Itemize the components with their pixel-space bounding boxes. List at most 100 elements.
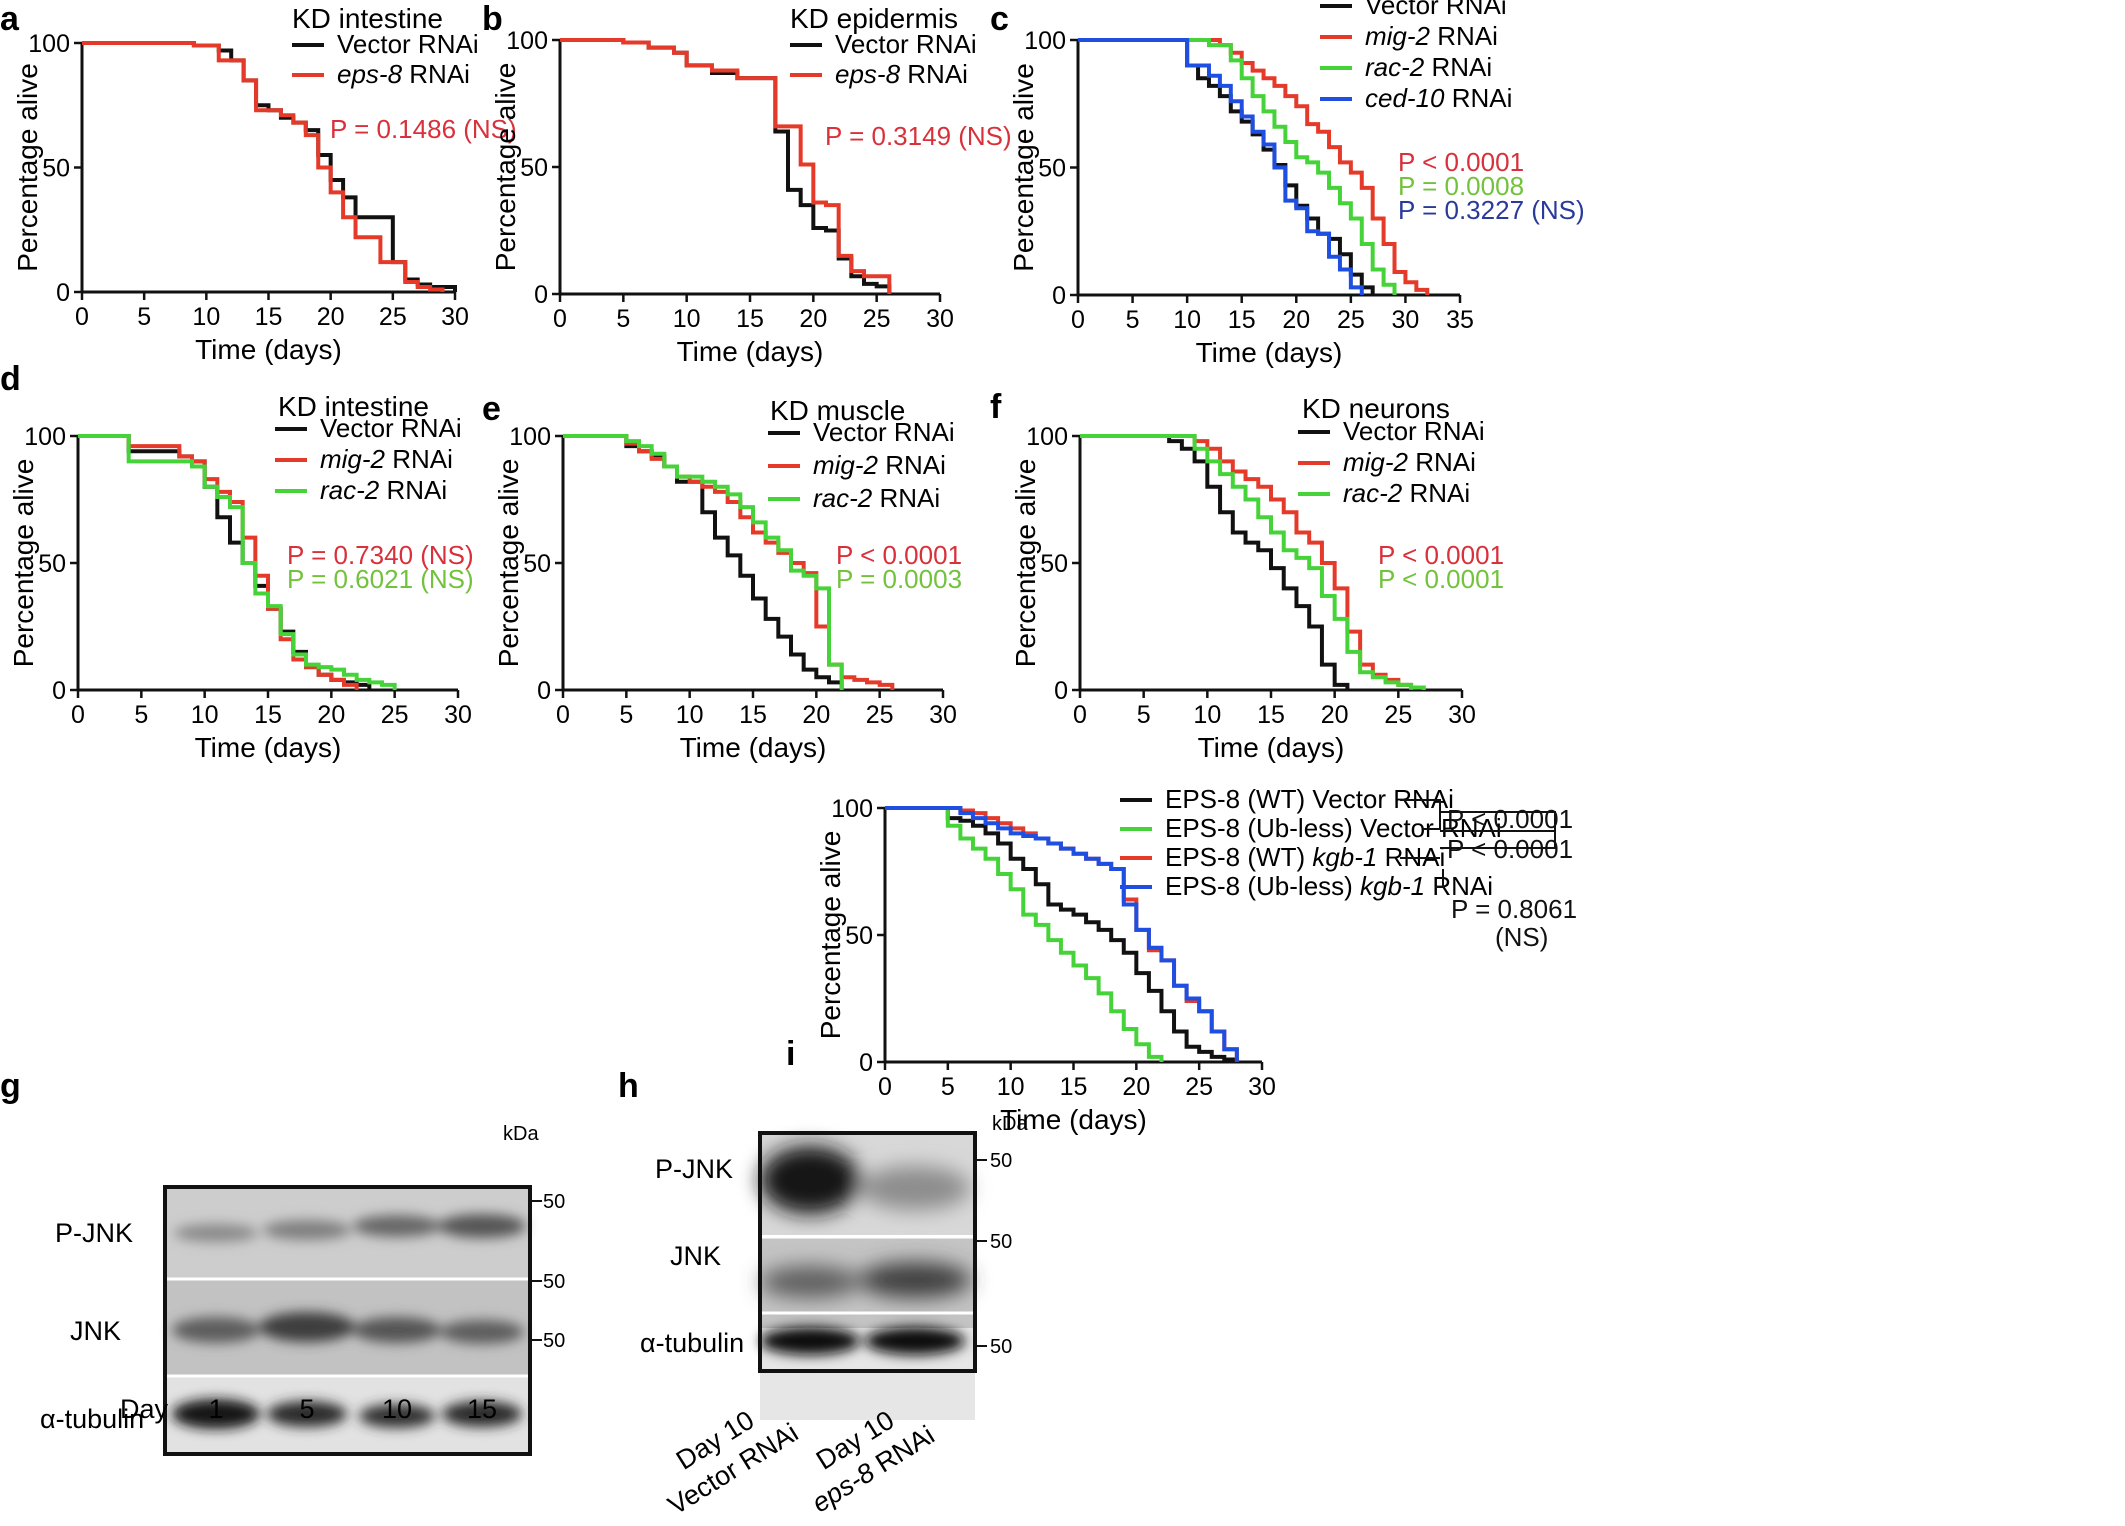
y-axis-label-i: Percentage alive: [815, 831, 846, 1040]
p-value-d: P = 0.7340 (NS): [287, 540, 474, 570]
legend-italic-i: kgb-1: [1360, 871, 1425, 901]
legend-label-d: mig-2 RNAi: [320, 444, 453, 474]
x-tick-label-e: 15: [739, 701, 767, 729]
p-value-e: P = 0.0003: [836, 564, 962, 594]
band-g-tub-1: [172, 1399, 260, 1429]
x-tick-label-a: 15: [255, 303, 283, 331]
blot-g-lane-prefix-visible: Day: [120, 1394, 169, 1424]
bracket-i-4: [1435, 869, 1444, 888]
x-tick-label-b: 15: [736, 305, 764, 333]
y-tick-label-i: 50: [845, 922, 873, 950]
panel-e-chart: e KD muscle 0 5 10 15 20 25 30 0 50 100 Time (days) P…: [482, 390, 962, 763]
blot-h-marker-3: 50: [990, 1336, 1012, 1358]
x-axis-label-c: Time (days): [1196, 337, 1343, 368]
x-tick-label-b: 10: [673, 305, 701, 333]
x-tick-label-i: 15: [1060, 1073, 1088, 1101]
panel-label-c: c: [990, 0, 1009, 38]
y-tick-label-b: 100: [506, 27, 548, 55]
legend-rest-c: RNAi: [1445, 83, 1513, 113]
y-axis-label-b: Percentage alive: [490, 63, 521, 272]
panel-i-chart: i 0 5 10 15 20 25 30 0 50 100 Time (days) Percentage…: [786, 784, 1577, 1135]
p-value-e: P < 0.0001: [836, 540, 962, 570]
x-tick-label-e: 10: [676, 701, 704, 729]
x-tick-label-a: 20: [317, 303, 345, 331]
kda-label-g: kDa: [503, 1123, 539, 1145]
x-tick-label-a: 5: [137, 303, 151, 331]
legend-rest-c: RNAi: [1424, 52, 1492, 82]
legend-rest-d: RNAi: [379, 475, 447, 505]
x-tick-label-d: 5: [134, 701, 148, 729]
legend-label-c: mig-2 RNAi: [1365, 21, 1498, 51]
x-tick-label-d: 20: [317, 701, 345, 729]
blot-g-row-jnk: JNK: [70, 1316, 121, 1346]
p-value-c: P = 0.0008: [1398, 171, 1524, 201]
x-tick-label-d: 0: [71, 701, 85, 729]
x-tick-label-e: 25: [866, 701, 894, 729]
x-tick-label-d: 15: [254, 701, 282, 729]
x-tick-label-c: 0: [1071, 306, 1085, 334]
legend-label-b: eps-8 RNAi: [835, 59, 968, 89]
x-tick-label-b: 25: [863, 305, 891, 333]
legend-label-a: Vector RNAi: [337, 29, 479, 59]
x-tick-label-a: 25: [379, 303, 407, 331]
kda-label-h: kDa: [992, 1113, 1028, 1135]
band-g-jnk-1: [172, 1317, 260, 1343]
blot-g-row-tubulin: α-tubulin: [40, 1404, 144, 1434]
x-tick-label-c: 5: [1126, 306, 1140, 334]
x-tick-label-b: 0: [553, 305, 567, 333]
band-g-pjnk-5: [263, 1220, 351, 1240]
legend-italic-f: rac-2: [1343, 478, 1403, 508]
legend-italic-d: rac-2: [320, 475, 380, 505]
chart-title-d: KD intestine: [278, 391, 429, 422]
x-tick-label-f: 15: [1257, 701, 1285, 729]
x-axis-label-b: Time (days): [677, 336, 824, 367]
legend-prefix-i: EPS-8 (Ub-less): [1165, 871, 1360, 901]
y-tick-label-c: 50: [1038, 155, 1066, 183]
legend-italic-e: mig-2: [813, 450, 879, 480]
x-axis-label-d: Time (days): [195, 732, 342, 763]
bracket-i-2: [1440, 811, 1556, 849]
band-g-tub-10: [359, 1404, 435, 1428]
band-g-jnk-15: [440, 1320, 524, 1344]
survival-curve-c-rac-2-rnai: [1078, 38, 1397, 295]
x-tick-label-e: 0: [556, 701, 570, 729]
chart-title-e: KD muscle: [770, 395, 905, 426]
x-axis-label-i: Time (days): [1000, 1104, 1147, 1135]
chart-title-b: KD epidermis: [790, 3, 958, 34]
band-h-pjnk-vector: [760, 1146, 860, 1214]
y-tick-label-f: 100: [1026, 423, 1068, 451]
x-tick-label-i: 10: [997, 1073, 1025, 1101]
legend-italic-a: eps-8: [337, 59, 403, 89]
x-tick-label-i: 30: [1248, 1073, 1276, 1101]
legend-italic-c: mig-2: [1365, 21, 1431, 51]
x-tick-label-a: 10: [192, 303, 220, 331]
blot-h-row-jnk: JNK: [670, 1241, 721, 1271]
y-tick-label-e: 100: [509, 423, 551, 451]
legend-label-e: Vector RNAi: [813, 417, 955, 447]
panel-h-blot: h kDa P-JNK JNK α-tubulin 50 50 50 Day 1…: [618, 1067, 1028, 1521]
legend-label-c: rac-2 RNAi: [1365, 52, 1492, 82]
panel-label-f: f: [990, 388, 1002, 426]
panel-f-chart: f KD neurons 0 5 10 15 20 25 30 0 50 100 Time (days)…: [990, 388, 1504, 763]
legend-rest-a: RNAi: [402, 59, 470, 89]
blot-h-row-tubulin: α-tubulin: [640, 1328, 744, 1358]
legend-rest-d: RNAi: [385, 444, 453, 474]
blot-g-marker-3: 50: [543, 1330, 565, 1352]
legend-rest-b: RNAi: [900, 59, 968, 89]
x-tick-label-f: 30: [1448, 701, 1476, 729]
band-h-tub-eps8: [865, 1327, 965, 1355]
y-tick-label-i: 0: [859, 1049, 873, 1077]
band-g-tub-5: [267, 1401, 347, 1427]
legend-italic-b: eps-8: [835, 59, 901, 89]
band-h-tub-vector: [760, 1327, 860, 1355]
y-axis-label-a: Percentage alive: [12, 63, 43, 272]
y-tick-label-d: 100: [24, 423, 66, 451]
blot-g-lane-10: 10: [382, 1394, 412, 1424]
legend-label-d: rac-2 RNAi: [320, 475, 447, 505]
legend-label-i: EPS-8 (Ub-less) Vector RNAi: [1165, 813, 1502, 843]
x-tick-label-e: 5: [619, 701, 633, 729]
blot-g-row-pjnk: P-JNK: [55, 1218, 133, 1248]
legend-label-e: mig-2 RNAi: [813, 450, 946, 480]
blot-g-lane-labels: 1 5 10 15: [208, 1394, 497, 1424]
blot-g-lane-15: 15: [467, 1394, 497, 1424]
